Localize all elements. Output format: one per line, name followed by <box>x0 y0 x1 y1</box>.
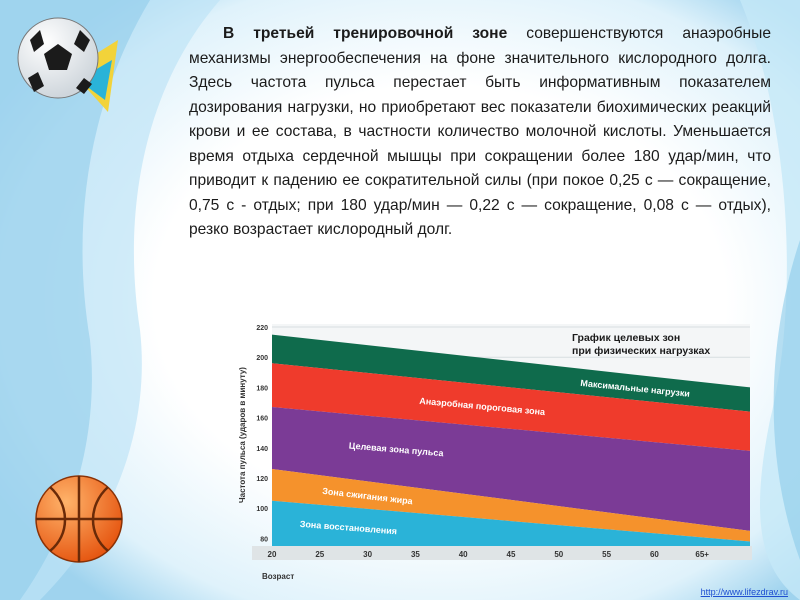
y-tick-label: 140 <box>256 446 268 453</box>
x-tick-label: 40 <box>459 550 468 559</box>
paragraph-body: совершенствуются анаэробные механизмы эн… <box>189 25 771 238</box>
x-axis-label: Возраст <box>262 572 294 581</box>
y-tick-label: 220 <box>256 325 268 332</box>
chart-title: График целевых зон <box>572 332 680 344</box>
zone-band-fat <box>272 468 750 542</box>
slide-paragraph: В третьей тренировочной зоне совершенств… <box>189 22 771 243</box>
x-tick-label: 45 <box>507 550 516 559</box>
zone-band-target <box>272 407 750 531</box>
y-axis-label: Частота пульса (ударов в минуту) <box>238 367 247 503</box>
football-icon <box>17 17 118 112</box>
chart-subtitle: при физических нагрузках <box>572 345 710 357</box>
x-tick-label: 65+ <box>695 550 709 559</box>
source-link[interactable]: http://www.lifezdrav.ru <box>700 587 788 597</box>
y-tick-label: 160 <box>256 416 268 423</box>
y-tick-label: 80 <box>260 536 268 543</box>
y-tick-label: 200 <box>256 355 268 362</box>
zone-band-max <box>272 334 750 412</box>
x-axis-bar <box>252 546 752 560</box>
y-tick-label: 100 <box>256 506 268 513</box>
x-tick-label: 35 <box>411 550 420 559</box>
basketball-icon <box>35 475 123 563</box>
x-tick-label: 25 <box>315 550 324 559</box>
y-tick-label: 120 <box>256 476 268 483</box>
zone-band-recovery <box>272 500 750 546</box>
y-tick-label: 180 <box>256 385 268 392</box>
x-tick-label: 30 <box>363 550 372 559</box>
zone-band-anaerobic <box>272 363 750 451</box>
x-tick-label: 20 <box>268 550 277 559</box>
paragraph-lead: В третьей тренировочной зоне <box>223 25 508 42</box>
x-tick-label: 55 <box>602 550 611 559</box>
x-tick-label: 60 <box>650 550 659 559</box>
x-tick-label: 50 <box>554 550 563 559</box>
